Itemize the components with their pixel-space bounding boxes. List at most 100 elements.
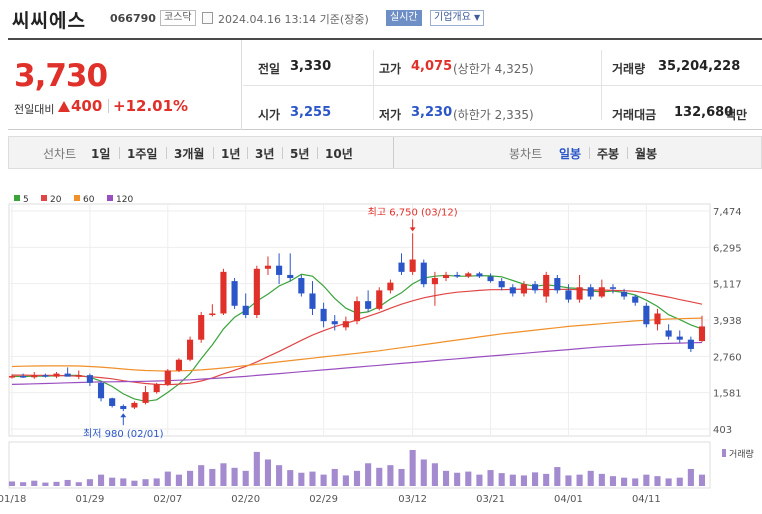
volume-bar	[220, 463, 227, 486]
volume-bar	[209, 468, 216, 486]
candle-body	[209, 313, 216, 316]
period-tab[interactable]: 1년	[221, 147, 241, 161]
candle-body	[365, 301, 372, 309]
candle-body	[598, 287, 605, 297]
max-price-label: 최고 6,750 (03/12)	[368, 206, 458, 218]
stock-code: 066790	[110, 12, 156, 25]
ma-legend: 5 20 60 120	[14, 195, 133, 205]
volume-bar	[398, 468, 405, 486]
change-label: 전일대비	[14, 103, 55, 116]
volume-bar	[609, 476, 617, 486]
line-chart-tab[interactable]: 선차트	[43, 147, 77, 161]
min-price-label: 최저 980 (02/01)	[83, 428, 164, 440]
volume-label: 거래량	[612, 62, 646, 76]
legend-swatch	[107, 195, 113, 201]
row-divider	[243, 85, 762, 86]
candle-body	[498, 281, 505, 288]
volume-bar	[109, 477, 116, 486]
volume-bar	[20, 482, 27, 486]
legend-label: 5	[23, 195, 29, 205]
candle-body	[632, 296, 639, 303]
company-overview-label: 기업개요	[434, 12, 471, 23]
timestamp: 2024.04.16 13:14 기준(장중)	[218, 13, 369, 26]
volume-bar	[442, 470, 450, 486]
volume-bar	[465, 471, 472, 486]
chart-tabs: 선차트 1일 1주일 3개월 1년 3년 5년 10년 봉차트 일봉 주봉 월봉	[8, 136, 762, 169]
candle-body	[120, 405, 127, 410]
stock-name: 씨씨에스	[12, 10, 86, 32]
up-triangle-icon	[58, 101, 70, 112]
volume-bar	[31, 480, 38, 486]
candle-body	[676, 336, 683, 340]
volume-bar	[676, 477, 683, 486]
y-tick-label: 3,938	[713, 316, 742, 327]
volume-bar	[97, 474, 105, 486]
x-tick-label: 01/18	[0, 494, 26, 505]
volume-bar	[665, 478, 672, 486]
candle-period-tab-weekly[interactable]: 주봉	[597, 147, 620, 161]
volume-bar	[142, 479, 149, 486]
candle-body	[387, 282, 394, 291]
period-tab[interactable]: 1일	[91, 147, 111, 161]
volume-legend-label: 거래량	[729, 448, 754, 460]
candle-body	[42, 375, 49, 377]
legend-label: 120	[116, 195, 133, 205]
y-axis: 7,474 6,295 5,117 3,938 2,760 1,581 403	[713, 207, 742, 436]
y-tick-label: 403	[713, 425, 732, 436]
divider	[627, 147, 628, 159]
volume-bar	[175, 474, 182, 486]
volume-bar	[454, 472, 461, 486]
stock-chart[interactable]: 5 20 60 120 7,474 6,295 5,117 3,938 2,760 1,581 4…	[0, 178, 762, 514]
candle-body	[543, 274, 550, 297]
volume-bar	[598, 473, 605, 486]
prev-close-label: 전일	[258, 62, 281, 76]
period-tab[interactable]: 10년	[325, 147, 353, 161]
candle-period-tab-monthly[interactable]: 월봉	[635, 147, 658, 161]
candle-chart-tab[interactable]: 봉차트	[509, 147, 543, 161]
candle-body	[442, 274, 450, 279]
period-tab[interactable]: 3개월	[174, 147, 205, 161]
candle-period-tab-daily[interactable]: 일봉	[559, 147, 582, 161]
candle-body	[31, 375, 38, 378]
volume-bar	[476, 474, 483, 486]
arrow-up-icon	[120, 413, 127, 418]
divider	[393, 137, 394, 168]
y-tick-label: 1,581	[713, 389, 742, 400]
x-tick-label: 02/07	[153, 494, 182, 505]
candle-body	[276, 265, 283, 275]
candle-body	[665, 330, 672, 337]
candle-body	[20, 376, 27, 378]
candle-body	[64, 373, 71, 377]
divider	[601, 50, 602, 120]
volume-bar	[264, 459, 272, 486]
volume-bar	[153, 478, 160, 486]
arrow-down-icon	[409, 227, 416, 232]
candle-body	[97, 382, 105, 399]
candle-body	[431, 278, 438, 285]
candle-body	[153, 384, 160, 393]
high-value: 4,075	[411, 59, 453, 74]
volume-bar	[164, 471, 171, 486]
candle-body	[698, 326, 706, 342]
volume-bar	[643, 474, 650, 486]
volume-bar	[520, 475, 527, 486]
volume-bar	[253, 451, 260, 486]
volume-bar	[632, 478, 639, 486]
volume-bar	[698, 474, 706, 486]
period-tab[interactable]: 3년	[255, 147, 275, 161]
candle-body	[8, 376, 16, 378]
candle-body	[476, 273, 483, 277]
volume-bar	[387, 465, 394, 486]
candle-body	[520, 284, 527, 294]
volume-bar	[287, 470, 294, 486]
realtime-button[interactable]: 실시간	[386, 10, 422, 26]
candle-body	[353, 301, 361, 322]
candle-body	[309, 293, 316, 309]
candle-body	[420, 262, 427, 285]
period-tab[interactable]: 5년	[290, 147, 310, 161]
volume-bar	[376, 467, 383, 486]
period-tab[interactable]: 1주일	[127, 147, 158, 161]
volume-bar	[120, 478, 127, 486]
volume-bar	[131, 480, 138, 486]
company-overview-button[interactable]: 기업개요 ▼	[430, 10, 485, 26]
